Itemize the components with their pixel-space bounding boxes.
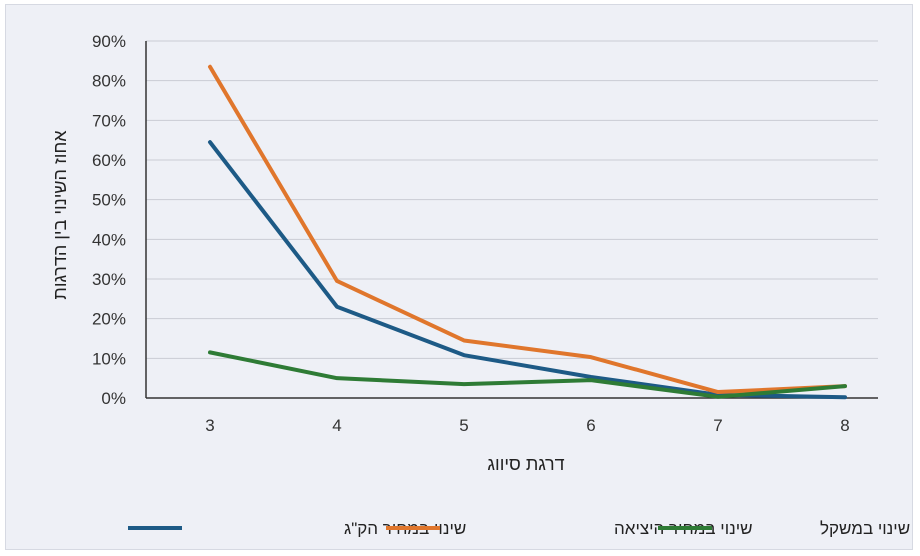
- x-tick-label: 6: [586, 416, 595, 435]
- x-tick-label: 5: [459, 416, 468, 435]
- y-tick-label: 80%: [92, 72, 126, 91]
- y-tick-label: 0%: [101, 389, 126, 408]
- y-tick-label: 70%: [92, 111, 126, 130]
- series-lines: [210, 67, 845, 397]
- x-tick-label: 7: [713, 416, 722, 435]
- y-tick-label: 50%: [92, 191, 126, 210]
- y-tick-label: 20%: [92, 310, 126, 329]
- x-tick-label: 4: [332, 416, 341, 435]
- y-tick-label: 60%: [92, 151, 126, 170]
- series-line-1: [210, 142, 845, 397]
- y-tick-label: 40%: [92, 230, 126, 249]
- x-tick-labels: 3 4 5 6 7 8: [205, 416, 849, 435]
- y-tick-label: 10%: [92, 349, 126, 368]
- y-tick-label: 30%: [92, 270, 126, 289]
- legend-label: שינוי במשקל: [820, 519, 910, 538]
- series-line-2: [210, 67, 845, 392]
- y-tick-label: 90%: [92, 32, 126, 51]
- x-axis-title: דרגת סיווג: [487, 454, 564, 474]
- x-tick-label: 3: [205, 416, 214, 435]
- axes: [146, 41, 878, 398]
- y-tick-labels: 0% 10% 20% 30% 40% 50% 60% 70% 80% 90%: [92, 32, 126, 408]
- y-axis-title: אחוז השינוי בין הדרגות: [50, 130, 70, 300]
- x-tick-label: 8: [840, 416, 849, 435]
